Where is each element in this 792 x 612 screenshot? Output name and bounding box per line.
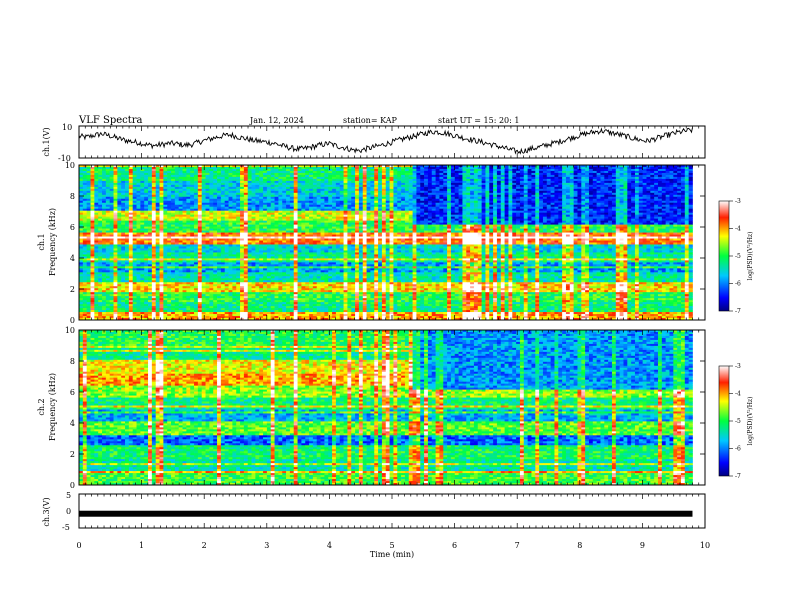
vlf-figure: VLF Spectra Jan. 12, 2024 station= KAP s… [0, 0, 792, 612]
ch1-spectrogram-ylabel-channel: ch.1 [37, 233, 46, 250]
spec1-ytick: 8 [70, 192, 75, 201]
ch1-colorbar: -3 -4 -5 -6 -7 log(PSD)(V²/Hz) [719, 198, 754, 315]
ch1-spectrogram-ylabel-freq: Frequency (kHz) [48, 208, 57, 276]
cb2-ticks-label: -5 [735, 418, 741, 425]
cb1-ticks-label: -6 [735, 281, 741, 288]
ch2-spectrogram-image [79, 330, 705, 485]
spec2-ytick: 10 [65, 326, 75, 335]
ch2-colorbar-gradient [719, 366, 729, 476]
spec1-ytick: 10 [65, 161, 75, 170]
x-tick-label: 7 [515, 541, 520, 550]
ch2-spectrogram-ylabel-channel: ch.2 [37, 398, 46, 415]
ch2-spectrogram-ylabel-freq: Frequency (kHz) [48, 373, 57, 441]
x-tick-label: 8 [577, 541, 582, 550]
ch1-colorbar-label: log(PSD)(V²/Hz) [747, 232, 754, 281]
x-tick-label: 10 [700, 541, 710, 550]
x-axis-label: Time (min) [370, 550, 414, 559]
x-axis-tick-labels: 0 1 2 3 4 5 6 7 8 9 10 [76, 541, 710, 550]
ch1-ytick-top: 10 [62, 123, 72, 132]
station-label: station= KAP [343, 116, 398, 125]
cb1-ticks-label: -7 [735, 308, 741, 315]
x-tick-label: 9 [640, 541, 645, 550]
x-tick-label: 4 [327, 541, 332, 550]
ch1-spectrogram-panel: 0 2 4 6 8 10 ch.1 Frequency (kHz) [37, 161, 705, 325]
spec2-ytick: 6 [70, 388, 75, 397]
spec2-ytick: 0 [70, 481, 75, 490]
date-label: Jan. 12, 2024 [249, 116, 304, 125]
ch1-colorbar-gradient [719, 201, 729, 311]
spec1-ytick: 4 [70, 254, 75, 263]
ch2-spectrogram-panel: 0 2 4 6 8 10 ch.2 Frequency (kHz) [37, 326, 705, 490]
cb1-ticks-label: -5 [735, 253, 741, 260]
spec1-ytick: 6 [70, 223, 75, 232]
spec1-ytick: 0 [70, 316, 75, 325]
ch3-waveform-line [79, 511, 692, 517]
cb2-ticks-label: -6 [735, 446, 741, 453]
ch3-ylabel: ch.3(V) [42, 497, 51, 526]
spec2-ytick: 8 [70, 357, 75, 366]
cb2-ticks-label: -3 [735, 363, 741, 370]
spec2-ytick: 2 [70, 450, 75, 459]
x-tick-label: 0 [76, 541, 81, 550]
x-tick-label: 5 [389, 541, 394, 550]
ch2-colorbar-label: log(PSD)(V²/Hz) [747, 397, 754, 446]
chart-title: VLF Spectra [78, 115, 143, 126]
ch2-colorbar: -3 -4 -5 -6 -7 log(PSD)(V²/Hz) [719, 363, 754, 480]
x-tick-label: 1 [139, 541, 144, 550]
start-ut-label: start UT = 15: 20: 1 [438, 116, 519, 125]
ch3-ytick-5: 5 [66, 491, 71, 500]
spec1-ytick: 2 [70, 285, 75, 294]
cb2-ticks-label: -7 [735, 473, 741, 480]
cb1-ticks-label: -4 [735, 226, 741, 233]
x-tick-label: 6 [452, 541, 457, 550]
ch1-ylabel: ch.1(V) [42, 127, 51, 156]
ch3-ytick-0: 0 [66, 507, 71, 516]
x-tick-label: 3 [264, 541, 269, 550]
cb2-ticks-label: -4 [735, 391, 741, 398]
spec2-ytick: 4 [70, 419, 75, 428]
ch3-ytick-minus5: -5 [62, 523, 70, 532]
ch1-spectrogram-image [79, 165, 705, 320]
x-tick-label: 2 [202, 541, 207, 550]
cb1-ticks-label: -3 [735, 198, 741, 205]
